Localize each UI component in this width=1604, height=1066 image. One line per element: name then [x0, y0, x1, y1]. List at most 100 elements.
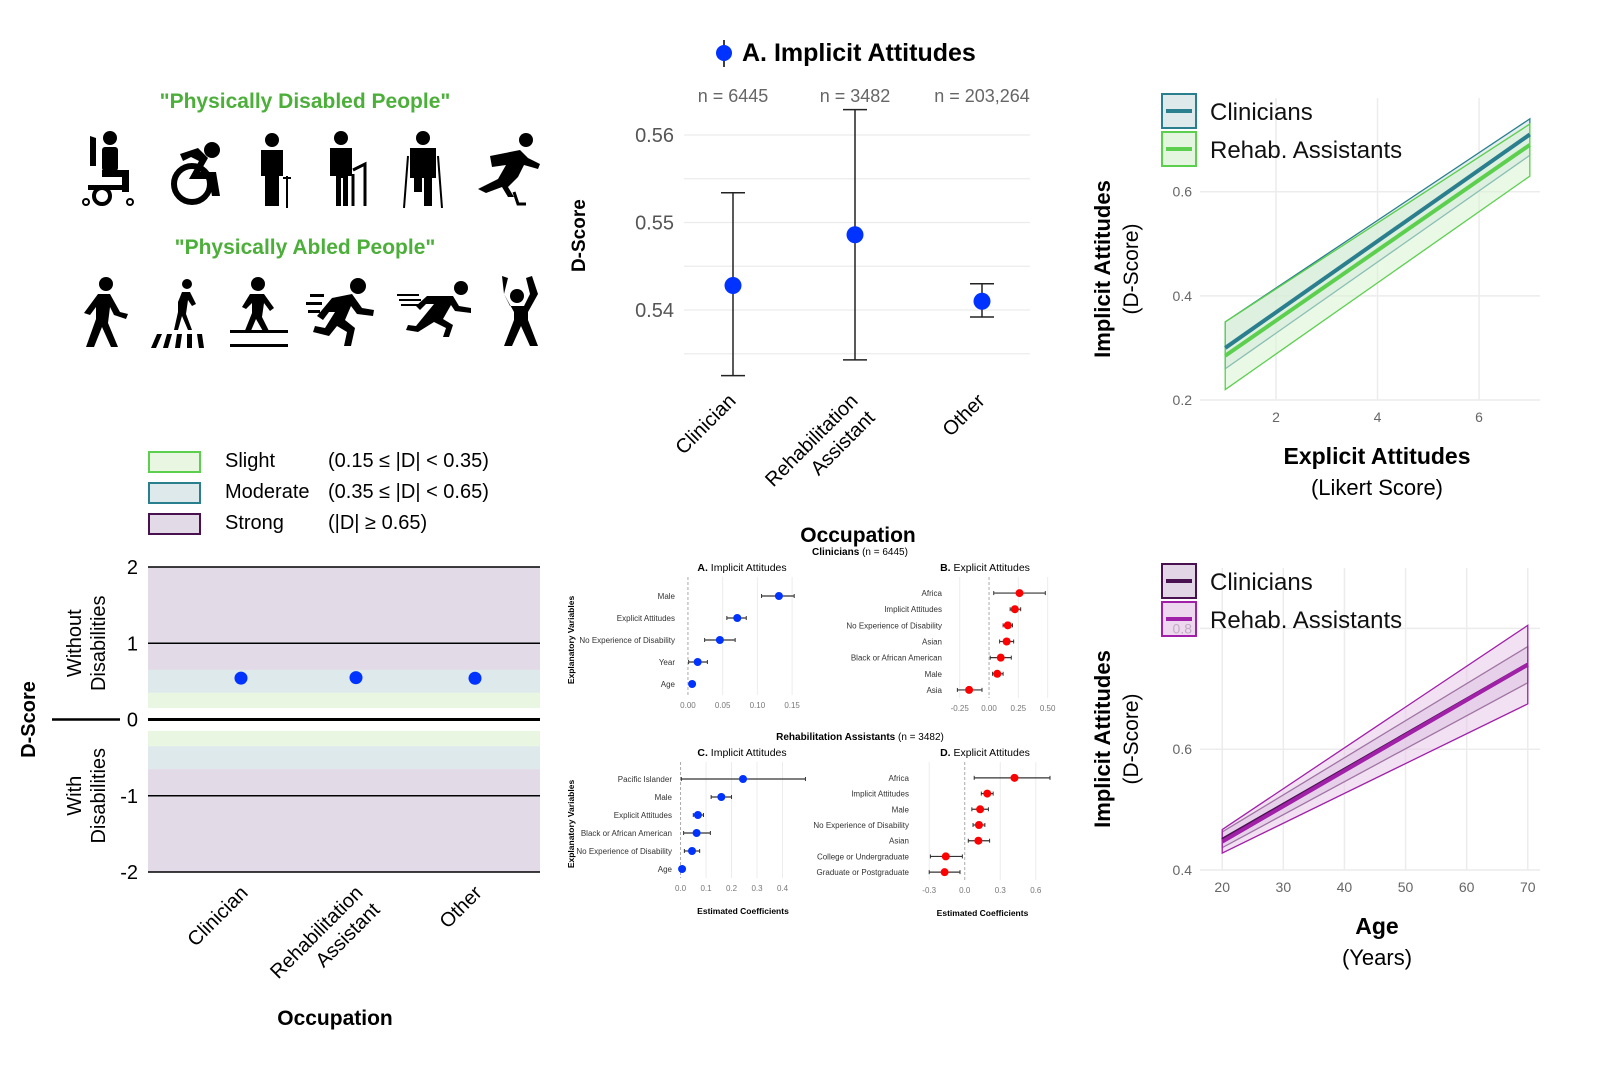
variable-label: No Experience of Disability [813, 821, 909, 830]
variable-label: Age [661, 680, 676, 689]
x-tick-label: 20 [1214, 879, 1230, 895]
y-tick-label: 0.6 [1173, 184, 1193, 200]
coefficient-point [717, 793, 726, 801]
x-tick-label: 0.1 [700, 884, 712, 893]
disabled-icons-row [80, 128, 542, 208]
variable-label: Africa [922, 589, 943, 598]
data-point [349, 671, 363, 685]
coefficient-point [688, 680, 697, 688]
person-arms-raised-icon [501, 276, 538, 346]
legend-swatch-moderate [148, 481, 201, 504]
y-tick-label: 0.2 [1173, 392, 1193, 408]
panel-title-letter: B. [940, 562, 951, 574]
panel-title-letter: A. [697, 562, 708, 574]
legend-label-moderate: Moderate [225, 481, 310, 503]
coefficient-point [693, 658, 702, 666]
sample-size-label: n = 3482 [820, 86, 891, 106]
x-tick-label: 0.15 [784, 701, 800, 710]
x-tick-label: 0.3 [751, 884, 763, 893]
coefficient-point [996, 653, 1005, 662]
y-group-line: Without [64, 609, 86, 677]
panel-title: A. Implicit Attitudes [697, 562, 786, 574]
panel-title-text: Explicit Attitudes [951, 562, 1030, 574]
x-tick-label: 0.00 [981, 704, 997, 713]
chart-title: A. Implicit Attitudes [742, 39, 976, 67]
y-tick-label: -2 [120, 862, 138, 884]
variable-label: Asian [889, 837, 909, 846]
variable-label: Male [655, 793, 673, 802]
coefficient-point [688, 847, 697, 855]
variable-label: Age [658, 865, 673, 874]
x-tick-label: Clinician [672, 390, 741, 459]
legend-swatch-slight [148, 450, 201, 473]
legend-label-strong: Strong [225, 512, 284, 534]
x-tick-label: 60 [1459, 879, 1475, 895]
x-tick-label: -0.25 [951, 704, 970, 713]
y-group-line: With [64, 776, 86, 816]
person-with-walker-icon [329, 131, 367, 206]
legend-item-strong: Strong (|D| ≥ 0.65) [148, 508, 538, 539]
variable-label: Implicit Attitudes [851, 790, 909, 799]
variable-label: Black or African American [581, 829, 672, 838]
variable-label: Africa [889, 774, 910, 783]
x-tick-label: 50 [1398, 879, 1414, 895]
coefficient-point [1010, 605, 1019, 614]
x-axis-title: Occupation [800, 524, 916, 547]
y-axis-title: Explanatory Variables [566, 596, 576, 685]
variable-label: Asian [922, 638, 942, 647]
y-tick-label: 0.54 [635, 300, 674, 322]
amputee-cane-icon [261, 133, 292, 208]
variable-label: Graduate or Postgraduate [816, 868, 909, 877]
y-axis-title: Implicit Attitudes [1090, 650, 1115, 828]
band-strong-negative [148, 769, 540, 872]
variable-label: Implicit Attitudes [884, 605, 942, 614]
sample-size-label: n = 203,264 [934, 86, 1030, 106]
x-tick-label: Other [939, 390, 990, 441]
legend-label: Clinicians [1210, 569, 1313, 596]
x-axis-title: Age [1355, 913, 1398, 939]
y-axis-title: Implicit Attitudes [1090, 180, 1115, 358]
legend-label: Rehab. Assistants [1210, 137, 1402, 164]
coefficient-point [774, 592, 783, 600]
panel-title-text: Explicit Attitudes [951, 747, 1030, 759]
band-moderate-negative [148, 746, 540, 770]
coefficient-point [976, 805, 985, 814]
x-tick-label: 0.4 [777, 884, 789, 893]
coefficient-point [1002, 637, 1011, 646]
x-tick-label: 70 [1520, 879, 1536, 895]
panel-title: D. Explicit Attitudes [940, 747, 1030, 759]
x-axis-title: Explicit Attitudes [1284, 443, 1471, 469]
sprinting-person-icon [397, 281, 472, 337]
panel-title: C. Implicit Attitudes [697, 747, 786, 759]
x-tick-label: 0.10 [750, 701, 766, 710]
group-title-bold: Clinicians [812, 547, 860, 558]
legend-point-glyph [716, 45, 732, 61]
series-line [1221, 662, 1529, 844]
legend-label: Rehab. Assistants [1210, 607, 1402, 634]
walking-person-icon [84, 277, 128, 347]
y-tick-label: 0.4 [1173, 288, 1193, 304]
x-tick-label: 0.3 [995, 886, 1007, 895]
coefficient-point [1003, 621, 1012, 630]
y-axis-title: D-Score [18, 681, 40, 758]
data-point [846, 226, 864, 244]
amputee-crutches-icon [403, 131, 444, 208]
x-axis-title: Occupation [277, 1007, 393, 1030]
abled-icons-row [80, 274, 542, 348]
x-axis-title: Estimated Coefficients [697, 906, 789, 916]
x-tick-label: Clinician [184, 882, 253, 951]
power-wheelchair-user-icon [82, 131, 134, 206]
legend-range-slight: (0.15 ≤ |D| < 0.35) [328, 450, 489, 472]
y-tick-label: 2 [127, 557, 138, 579]
group-title-n: (n = 6445) [859, 547, 908, 558]
y-tick-label: -1 [120, 786, 138, 808]
x-axis-title: Estimated Coefficients [937, 908, 1029, 918]
group-title-clinicians: Clinicians (n = 6445) [812, 547, 908, 558]
variable-label: Black or African American [851, 654, 942, 663]
coefficient-panels: Clinicians (n = 6445) Rehabilitation Assi… [566, 547, 1056, 918]
x-tick-label: 0.00 [680, 701, 696, 710]
y-tick-label: 1 [127, 633, 138, 655]
legend-item-moderate: Moderate (0.35 ≤ |D| < 0.65) [148, 477, 538, 508]
data-point [468, 671, 482, 685]
y-group-line: Disabilities [88, 595, 110, 691]
